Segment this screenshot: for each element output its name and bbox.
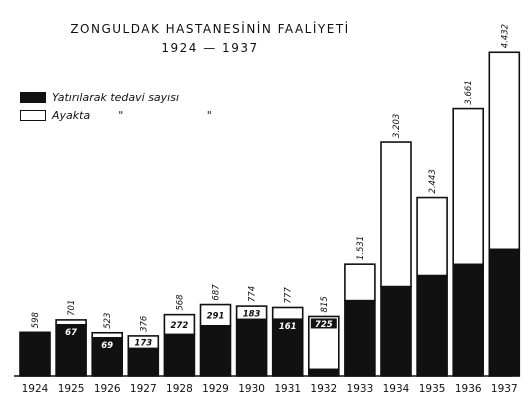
data-label-outpatient-1930: 183	[243, 309, 261, 319]
data-label-inpatient-1934: 1.223	[392, 259, 402, 283]
bar-inpatient-1931	[271, 318, 304, 377]
bar-inpatient-1927	[127, 347, 160, 377]
data-label-outpatient-1932: 725	[315, 320, 333, 330]
data-label-total-1936: 3.661	[464, 80, 474, 104]
x-tick-label-1933: 1933	[347, 383, 374, 395]
x-tick-label-1925: 1925	[58, 383, 85, 395]
x-tick-label-1929: 1929	[202, 383, 229, 395]
x-tick-label-1935: 1935	[419, 383, 446, 395]
bar-outpatient-1937	[488, 51, 521, 251]
data-label-outpatient-1928: 272	[171, 321, 189, 331]
x-tick-label-1930: 1930	[238, 383, 265, 395]
data-label-inpatient-1926: 523	[103, 313, 113, 329]
x-tick-label-1937: 1937	[491, 383, 518, 395]
x-tick-label-1926: 1926	[94, 383, 121, 395]
data-label-inpatient-1928: 568	[175, 294, 185, 311]
bar-inpatient-1934	[380, 285, 412, 377]
x-tick-label-1932: 1932	[310, 383, 337, 395]
data-label-inpatient-1924: 598	[31, 312, 41, 329]
bar-inpatient-1937	[488, 248, 521, 377]
bar-outpatient-1934	[380, 141, 412, 288]
legend-label-inpatient: Yatırılarak tedavi sayısı	[52, 90, 180, 104]
bar-inpatient-1935	[416, 274, 448, 377]
data-label-outpatient-1925: 67	[65, 328, 77, 338]
data-label-inpatient-1931: 777	[284, 287, 294, 304]
legend-item-outpatient: Ayakta " "	[20, 106, 252, 124]
bar-outpatient-1935	[416, 196, 448, 277]
data-label-inpatient-1925: 701	[67, 300, 77, 316]
legend-label-outpatient: Ayakta	[52, 108, 91, 122]
data-label-total-1935: 2.443	[428, 169, 438, 193]
data-label-inpatient-1935: 1.374	[428, 248, 438, 272]
data-label-total-1933: 1.531	[356, 236, 366, 260]
x-tick-label-1927: 1927	[130, 383, 157, 395]
bar-outpatient-1931	[271, 306, 304, 321]
data-label-total-1934: 3.203	[392, 114, 402, 138]
x-tick-label-1934: 1934	[383, 383, 410, 395]
bar-inpatient-1932	[307, 368, 340, 377]
bar-outpatient-1936	[452, 107, 485, 266]
legend-item-inpatient: Yatırılarak tedavi sayısı	[20, 88, 252, 106]
data-label-inpatient-1933: 1.031	[356, 273, 366, 297]
bar-inpatient-1933	[344, 299, 376, 377]
legend-swatch-outpatient	[20, 109, 46, 121]
data-label-total-1932: 815	[320, 296, 330, 312]
chart-title: ZONGULDAK HASTANESİNİN FAALİYETİ	[70, 22, 350, 36]
data-label-inpatient-1927: 376	[139, 315, 149, 332]
label-tag-1932	[310, 318, 337, 329]
bar-inpatient-1930	[235, 318, 268, 377]
data-label-inpatient-1937: 1.733	[500, 222, 510, 246]
data-label-total-1937: 4.432	[500, 24, 510, 48]
bar-outpatient-1933	[344, 263, 376, 302]
legend-ditto-marks: " "	[118, 108, 252, 122]
data-label-inpatient-1929: 687	[212, 284, 222, 301]
bar-inpatient-1925	[55, 323, 87, 377]
x-tick-label-1931: 1931	[274, 383, 301, 395]
legend: Yatırılarak tedavi sayısı Ayakta " "	[20, 88, 252, 124]
data-label-outpatient-1929: 291	[207, 312, 225, 322]
legend-swatch-inpatient	[20, 91, 46, 103]
data-label-outpatient-1926: 69	[101, 341, 113, 351]
chart-subtitle: 1924 — 1937	[161, 41, 259, 55]
data-label-outpatient-1927: 173	[134, 339, 152, 349]
x-tick-label-1936: 1936	[455, 383, 482, 395]
data-label-inpatient-1930: 774	[248, 286, 258, 302]
bar-inpatient-1936	[452, 263, 485, 377]
x-tick-label-1924: 1924	[22, 383, 49, 395]
x-tick-label-1928: 1928	[166, 383, 193, 395]
data-label-outpatient-1931: 161	[279, 322, 297, 332]
bar-inpatient-1924	[19, 331, 51, 377]
data-label-inpatient-1936: 1.528	[464, 236, 474, 261]
bar-inpatient-1928	[163, 333, 196, 377]
bar-inpatient-1926	[91, 336, 123, 377]
bar-inpatient-1929	[199, 325, 232, 377]
